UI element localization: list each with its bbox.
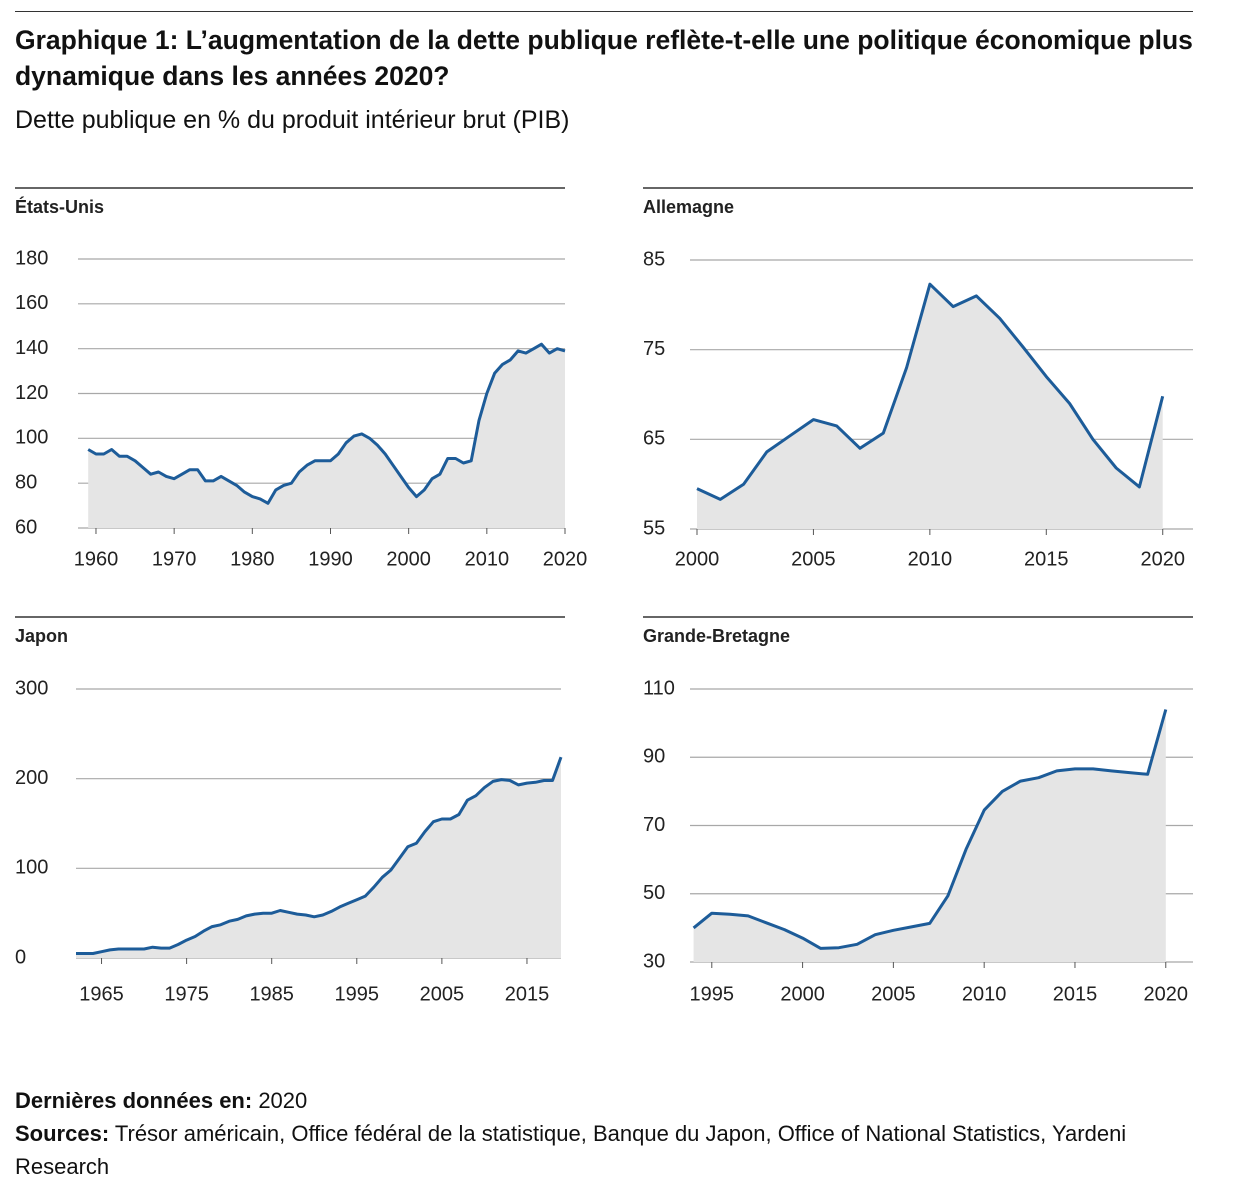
y-tick-label: 75	[643, 338, 665, 360]
x-tick-label: 2020	[543, 548, 588, 570]
x-tick-label: 1995	[335, 983, 380, 1005]
y-tick-label: 180	[15, 247, 48, 269]
x-tick-label: 2000	[386, 548, 431, 570]
y-tick-label: 70	[643, 814, 665, 836]
x-tick-label: 1980	[230, 548, 275, 570]
x-tick-label: 2005	[420, 983, 465, 1005]
data-line	[692, 709, 1168, 950]
area-fill	[76, 757, 561, 958]
x-tick-label: 2020	[1140, 548, 1185, 570]
x-tick-label: 2000	[780, 983, 825, 1005]
area-fill	[697, 284, 1163, 529]
y-tick-label: 100	[15, 427, 48, 449]
charts: États-Unis 60 80 100 120 140 160 180 1960 1970 198…	[15, 187, 1193, 1005]
data-line	[76, 756, 563, 955]
x-tick-label: 1985	[249, 983, 294, 1005]
x-tick-label: 2000	[675, 548, 720, 570]
y-tick-label: 120	[15, 382, 48, 404]
x-tick-label: 1965	[79, 983, 124, 1005]
data-line	[87, 342, 566, 505]
sources-label: Sources:	[15, 1121, 110, 1146]
last-data-label: Dernières données en:	[15, 1088, 253, 1113]
panel-title: Allemagne	[643, 197, 734, 217]
y-tick-label: 55	[643, 517, 665, 539]
y-tick-label: 100	[15, 857, 48, 879]
x-tick-label: 1990	[308, 548, 353, 570]
y-tick-label: 85	[643, 248, 665, 270]
last-data-value: 2020	[258, 1088, 308, 1113]
y-tick-label: 200	[15, 767, 48, 789]
x-tick-label: 2015	[505, 983, 550, 1005]
sources: Sources: Trésor américain, Office fédéra…	[15, 1117, 1195, 1183]
y-tick-label: 110	[643, 677, 675, 699]
page-subtitle: Dette publique en % du produit intérieur…	[15, 106, 570, 134]
x-tick-label: 2005	[871, 983, 916, 1005]
y-tick-label: 300	[15, 677, 48, 699]
y-tick-label: 30	[643, 950, 665, 972]
panel-title: Grande-Bretagne	[643, 626, 790, 646]
page-title: Graphique 1: L’augmentation de la dette …	[15, 25, 1193, 91]
x-tick-label: 2010	[465, 548, 510, 570]
x-tick-label: 2010	[962, 983, 1007, 1005]
y-tick-label: 140	[15, 337, 48, 359]
area-fill	[693, 709, 1166, 962]
last-data: Dernières données en: 2020	[15, 1084, 1195, 1117]
y-tick-label: 65	[643, 428, 665, 450]
x-tick-label: 2015	[1053, 983, 1098, 1005]
x-tick-label: 1975	[164, 983, 209, 1005]
x-tick-label: 1970	[152, 548, 197, 570]
y-tick-label: 80	[15, 471, 37, 493]
top-rule	[15, 11, 1193, 12]
y-tick-label: 90	[643, 746, 665, 768]
area-fill	[88, 344, 565, 528]
y-tick-label: 60	[15, 516, 37, 538]
y-tick-label: 160	[15, 292, 48, 314]
x-tick-label: 1995	[690, 983, 735, 1005]
panel-title: Japon	[15, 626, 68, 646]
data-line	[696, 282, 1165, 501]
x-tick-label: 2020	[1144, 983, 1189, 1005]
footer: Dernières données en: 2020 Sources: Trés…	[15, 1084, 1195, 1183]
x-tick-label: 1960	[74, 548, 119, 570]
x-tick-label: 2010	[908, 548, 953, 570]
panel-title: États-Unis	[15, 196, 104, 217]
y-tick-label: 0	[15, 946, 26, 968]
x-tick-label: 2005	[791, 548, 836, 570]
y-tick-label: 50	[643, 882, 665, 904]
sources-text: Trésor américain, Office fédéral de la s…	[15, 1121, 1127, 1179]
x-tick-label: 2015	[1024, 548, 1069, 570]
